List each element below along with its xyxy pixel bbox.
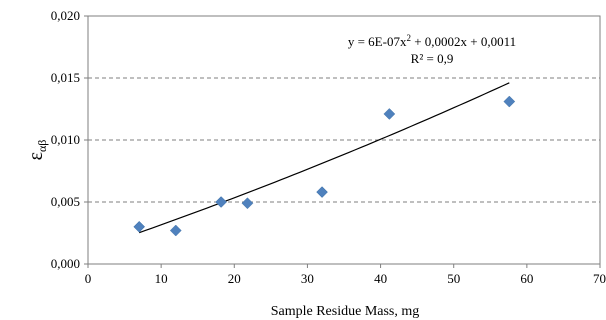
data-point: [215, 196, 227, 208]
data-point: [133, 220, 146, 233]
y-axis-title: εαβ: [25, 140, 49, 161]
data-point: [316, 186, 328, 198]
x-tick-label: 60: [520, 271, 533, 286]
y-tick-label: 0,000: [51, 256, 80, 271]
x-tick-label: 10: [155, 271, 168, 286]
data-point: [383, 108, 396, 120]
axis-ticks: [84, 15, 601, 268]
x-tick-label: 40: [374, 271, 387, 286]
y-tick-label: 0,020: [51, 8, 80, 23]
x-tick-label: 50: [447, 271, 460, 286]
y-tick-label: 0,010: [51, 132, 80, 147]
y-axis-title-subscript: αβ: [35, 140, 49, 152]
trendline-equation: y = 6E-07x2 + 0,0002x + 0,0011: [348, 33, 516, 49]
x-tick-label: 0: [85, 271, 92, 286]
data-points: [133, 95, 516, 237]
y-tick-label: 0,005: [51, 194, 80, 209]
data-point: [241, 197, 254, 210]
tick-labels: 0,000 0,005 0,010 0,015 0,020 0 10 20 30 40 50 60 70: [51, 8, 606, 286]
x-tick-label: 30: [301, 271, 314, 286]
x-tick-label: 70: [593, 271, 606, 286]
r-squared-label: R² = 0,9: [411, 51, 454, 66]
gridlines: [88, 15, 600, 203]
data-point: [169, 224, 182, 237]
y-axis-title-main: ε: [25, 152, 47, 160]
x-axis-title: Sample Residue Mass, mg: [271, 304, 420, 319]
data-point: [503, 95, 516, 108]
trendline: [138, 82, 510, 234]
x-tick-label: 20: [228, 271, 241, 286]
svg-text:εαβ: εαβ: [25, 140, 49, 161]
y-tick-label: 0,015: [51, 70, 80, 85]
